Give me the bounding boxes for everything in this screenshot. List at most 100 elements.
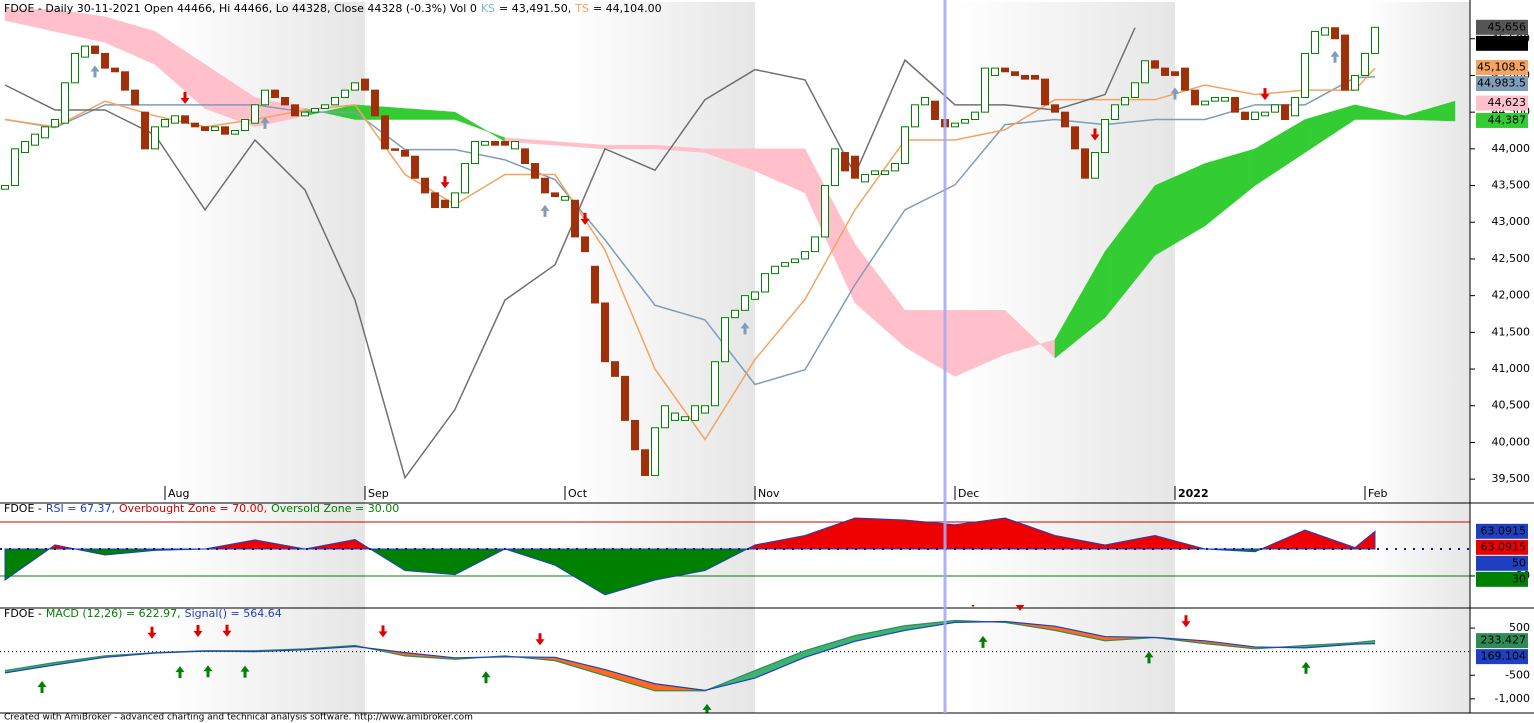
buy-arrow xyxy=(481,671,491,684)
candle xyxy=(861,174,869,183)
candle xyxy=(611,361,619,377)
candle xyxy=(921,96,929,106)
candle xyxy=(181,115,189,124)
buy-arrow xyxy=(1301,661,1311,674)
candle xyxy=(551,192,559,198)
candle xyxy=(1291,96,1299,117)
candle xyxy=(221,126,229,135)
candle xyxy=(541,177,549,194)
sell-arrow xyxy=(147,626,157,639)
y-tick-label: 42,500 xyxy=(1492,252,1531,265)
value-tag xyxy=(1476,19,1528,35)
candle xyxy=(381,115,389,150)
candle xyxy=(21,141,29,154)
value-tag xyxy=(1476,633,1528,649)
candle xyxy=(961,118,969,124)
candle xyxy=(441,199,449,209)
buy-arrow xyxy=(702,703,712,713)
sell-arrow xyxy=(535,633,545,646)
sell-arrow xyxy=(180,91,190,104)
candle xyxy=(521,148,529,165)
buy-arrow xyxy=(1144,651,1154,664)
y-tick-label: 500 xyxy=(1509,621,1530,634)
buy-arrow xyxy=(978,635,988,648)
sell-arrow xyxy=(378,625,388,638)
x-tick-label: Dec xyxy=(958,487,979,500)
month-shade xyxy=(565,607,755,713)
macd-fill xyxy=(1055,626,1105,641)
candle xyxy=(1081,148,1089,179)
month-shade xyxy=(955,502,1175,608)
buy-arrow xyxy=(203,665,213,678)
candle xyxy=(791,258,799,264)
candle xyxy=(651,427,659,476)
y-tick-label: 43,000 xyxy=(1492,215,1531,228)
macd-fill xyxy=(605,669,655,691)
value-tag xyxy=(1476,523,1528,539)
candle xyxy=(621,375,629,421)
candle xyxy=(231,130,239,135)
y-tick-label: 40,000 xyxy=(1492,435,1531,448)
footer: Created with AmiBroker - advanced charti… xyxy=(4,713,473,723)
candle xyxy=(821,185,829,238)
candle xyxy=(421,177,429,194)
candle xyxy=(151,126,159,150)
cloud-segment xyxy=(1404,100,1456,122)
title-part: Overbought Zone = 70.00, xyxy=(119,502,267,515)
value-tag-label: 45,108.5 xyxy=(1477,60,1526,73)
candle xyxy=(461,163,469,194)
value-tag xyxy=(1476,112,1528,128)
rsi-area-above xyxy=(4,517,1376,549)
title-part: FDOE - xyxy=(4,502,42,515)
candle xyxy=(831,148,839,187)
candle xyxy=(1161,67,1169,76)
buy-arrow xyxy=(260,116,270,129)
sell-arrow xyxy=(1260,88,1270,101)
title-part: MACD (12,26) = 622.97, xyxy=(46,607,181,620)
buy-arrow xyxy=(540,204,550,217)
candle xyxy=(1221,96,1229,102)
value-tag-label: 44,387 xyxy=(1488,113,1527,126)
candle xyxy=(771,265,779,275)
candle xyxy=(341,89,349,98)
candle xyxy=(1241,111,1249,120)
candle xyxy=(331,96,339,106)
value-tag-label: 63.0915 xyxy=(1481,524,1527,537)
value-tag xyxy=(1476,539,1528,555)
candle xyxy=(781,262,789,267)
sell-arrow xyxy=(193,624,203,637)
rsi-area-below xyxy=(4,548,1376,596)
candle xyxy=(1181,67,1189,91)
value-tag xyxy=(1476,95,1528,111)
candle xyxy=(1021,74,1029,80)
value-tag-label: 45,656 xyxy=(1488,36,1527,49)
title-part: KS xyxy=(481,2,495,15)
candle xyxy=(91,45,99,54)
candle xyxy=(811,236,819,253)
title-part: RSI = 67.37, xyxy=(46,502,115,515)
candle xyxy=(801,251,809,260)
candle xyxy=(1071,126,1079,150)
candle xyxy=(531,163,539,179)
candle xyxy=(161,118,169,128)
candle xyxy=(1251,111,1259,120)
candle xyxy=(121,71,129,91)
y-tick-label: -1,000 xyxy=(1495,692,1530,705)
candle xyxy=(1271,104,1279,113)
candle xyxy=(631,419,639,451)
candle xyxy=(251,104,259,124)
panel-title: FDOE - Daily 30-11-2021 Open 44466, Hi 4… xyxy=(4,2,662,15)
candle xyxy=(351,82,359,91)
candle xyxy=(1371,26,1379,54)
candle xyxy=(1361,52,1369,76)
candle xyxy=(61,82,69,124)
value-tag-label: 44,983.5 xyxy=(1477,76,1526,89)
candle xyxy=(641,449,649,476)
sell-arrow xyxy=(440,176,450,189)
candle xyxy=(1191,89,1199,106)
title-part: FDOE - xyxy=(4,607,42,620)
candle xyxy=(681,416,689,421)
sell-arrow xyxy=(580,212,590,225)
title-part: Signal() = 564.64 xyxy=(185,607,282,620)
candle xyxy=(301,111,309,117)
